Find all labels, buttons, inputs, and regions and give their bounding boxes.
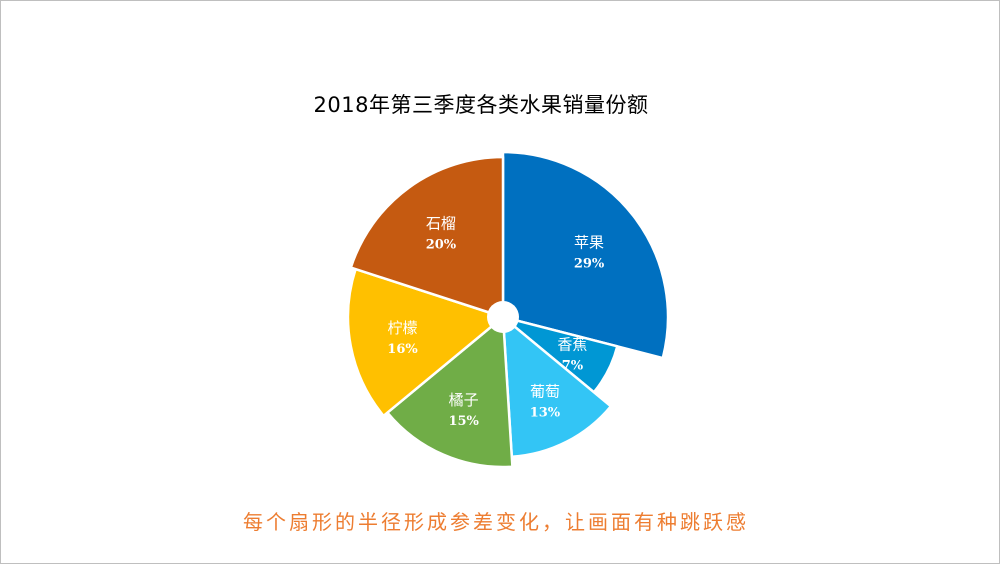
slice-label-5: 柠檬 (388, 319, 418, 337)
slice-value-1: 29% (574, 256, 605, 271)
pie-slices (346, 150, 670, 469)
pie-slice-3 (501, 315, 613, 458)
slice-labels: 苹果 29% 香蕉 7%葡萄 13% 橘子 15% 柠檬 16% 石榴 20% (387, 215, 605, 429)
slice-value-5: 16% (387, 342, 418, 357)
slice-label-1: 苹果 (574, 233, 604, 251)
slice-value-4: 15% (448, 414, 479, 429)
pie-slice-5 (346, 267, 505, 418)
slice-value-2: 7% (562, 358, 584, 373)
slice-value-6: 20% (426, 238, 457, 253)
chart-title: 2018年第三季度各类水果销量份额 (313, 93, 649, 117)
slice-label-2: 香蕉 (557, 335, 587, 353)
pie-slice-6 (349, 155, 505, 319)
slice-value-3: 13% (530, 405, 561, 420)
slice-label-6: 石榴 (426, 215, 456, 233)
pie-slice-4 (386, 315, 514, 469)
caption-text: 每个扇形的半径形成参差变化，让画面有种跳跃感 (243, 510, 749, 534)
pie-center-hole (487, 301, 519, 333)
slice-label-3: 葡萄 (530, 382, 560, 400)
pie-slice-1 (501, 150, 670, 360)
slice-label-4: 橘子 (449, 391, 479, 409)
